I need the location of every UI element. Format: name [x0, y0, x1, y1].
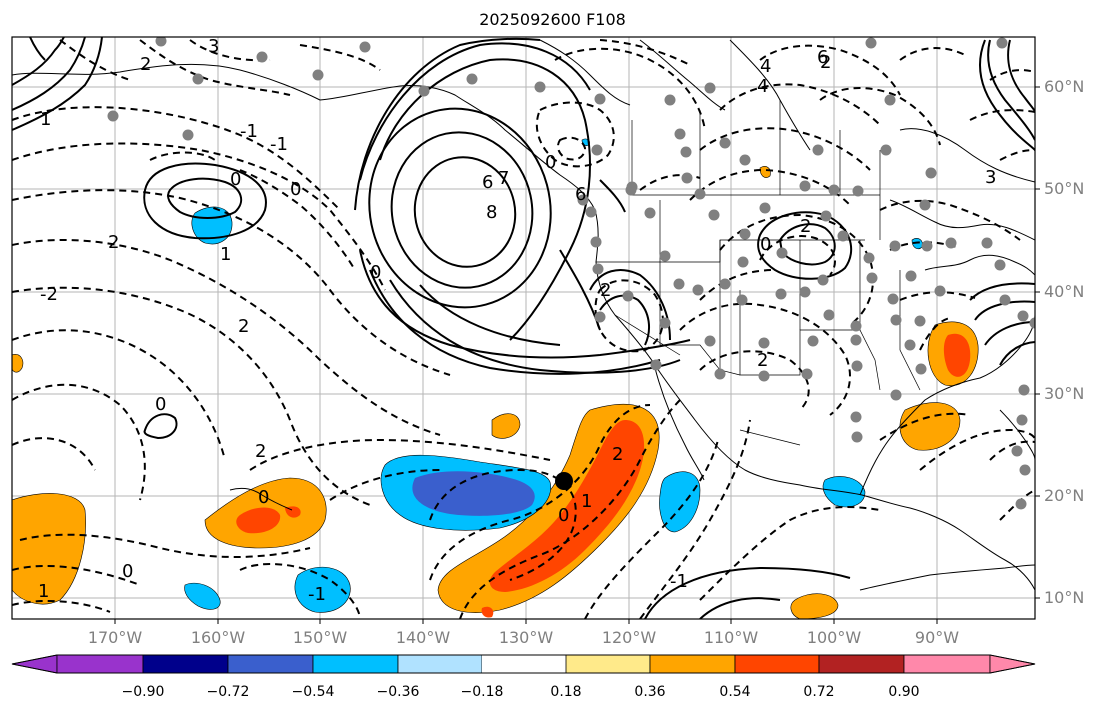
lat-label-30n: 30°N [1044, 384, 1085, 403]
contour-label: 4 [757, 76, 768, 97]
colorbar-extend-low [11, 654, 58, 674]
contour-label: 2 [800, 216, 811, 237]
colorbar-segment [397, 654, 483, 674]
contour-label: 0 [370, 262, 381, 283]
colorbar [11, 654, 1036, 674]
contour-label: 2 [255, 441, 266, 462]
contour-label: 2 [820, 52, 831, 73]
contour-label: 0 [290, 179, 301, 200]
contour-label: 3 [208, 36, 219, 57]
lat-label-50n: 50°N [1044, 179, 1085, 198]
colorbar-segment [903, 654, 991, 674]
colorbar-tick-label: −0.54 [291, 684, 335, 700]
colorbar-tick-label: −0.36 [376, 684, 420, 700]
lon-label-140w: 140°W [395, 628, 451, 647]
lon-label-110w: 110°W [703, 628, 759, 647]
lon-label-90w: 90°W [914, 628, 960, 647]
lon-label-160w: 160°W [190, 628, 246, 647]
colorbar-tick-label: −0.90 [121, 684, 165, 700]
storm-marker [555, 472, 573, 490]
contour-label: -1 [240, 121, 258, 142]
colorbar-segment [565, 654, 651, 674]
colorbar-tick-label: 0.72 [803, 684, 835, 700]
contour-label: -1 [270, 134, 288, 155]
colorbar-segment [649, 654, 736, 674]
contour-label: 8 [486, 202, 497, 223]
contour-label: 2 [600, 280, 611, 301]
contour-label: -1 [308, 584, 326, 605]
contour-labels: 3 2 1 -1 0 -1 2 0 6 8 7 6 4 2 0 2 0 2 -2… [38, 36, 996, 605]
lon-label-130w: 130°W [498, 628, 554, 647]
contour-label: 2 [757, 350, 768, 371]
shading-hot [236, 333, 971, 618]
map-title: 2025092600 F108 [479, 10, 626, 29]
lat-label-40n: 40°N [1044, 282, 1085, 301]
contour-label: 0 [230, 169, 241, 190]
lon-label-170w: 170°W [87, 628, 143, 647]
contour-label: 6 [817, 47, 828, 68]
lat-label-60n: 60°N [1044, 77, 1085, 96]
colorbar-segment [818, 654, 905, 674]
colorbar-segment [56, 654, 144, 674]
contour-label: 6 [575, 184, 586, 205]
contour-label: 1 [220, 244, 231, 265]
lon-label-150w: 150°W [292, 628, 348, 647]
contour-label: 6 [482, 172, 493, 193]
contour-label: -2 [40, 284, 58, 305]
colorbar-extend-high [989, 654, 1036, 674]
colorbar-segment [227, 654, 314, 674]
colorbar-tick-label: 0.90 [888, 684, 920, 700]
contour-label: 0 [558, 505, 569, 526]
colorbar-tick-label: −0.72 [206, 684, 250, 700]
contour-label: 1 [38, 581, 49, 602]
contour-label: 1 [581, 491, 592, 512]
contour-label: 1 [40, 109, 51, 130]
contour-label: 0 [545, 152, 556, 173]
colorbar-tick-label: 0.36 [634, 684, 666, 700]
contour-label: 7 [498, 168, 509, 189]
contour-label: 4 [760, 56, 771, 77]
contour-label: 2 [612, 444, 623, 465]
colorbar-segment [482, 655, 566, 673]
colorbar-tick-label: −0.18 [460, 684, 504, 700]
shading-cool-dark [412, 471, 535, 516]
contour-label: 0 [122, 561, 133, 582]
contour-label: 2 [140, 54, 151, 75]
lat-label-10n: 10°N [1044, 588, 1085, 607]
contour-label: 0 [155, 394, 166, 415]
map-frame [11, 36, 1036, 620]
station-dots [107, 37, 1035, 510]
lat-label-20n: 20°N [1044, 486, 1085, 505]
contour-label: 0 [258, 487, 269, 508]
colorbar-segment [142, 654, 229, 674]
colorbar-segment [734, 654, 820, 674]
contour-label: 2 [238, 316, 249, 337]
lon-label-100w: 100°W [806, 628, 862, 647]
contour-label: 0 [760, 234, 771, 255]
contour-label: 3 [985, 167, 996, 188]
axis-ticks [114, 86, 1040, 624]
contour-label: -1 [670, 571, 688, 592]
lon-label-120w: 120°W [601, 628, 657, 647]
colorbar-segment [312, 654, 399, 674]
colorbar-tick-label: 0.54 [719, 684, 751, 700]
contours-dashed [12, 39, 1035, 619]
colorbar-tick-label: 0.18 [550, 684, 582, 700]
contour-label: 2 [108, 232, 119, 253]
